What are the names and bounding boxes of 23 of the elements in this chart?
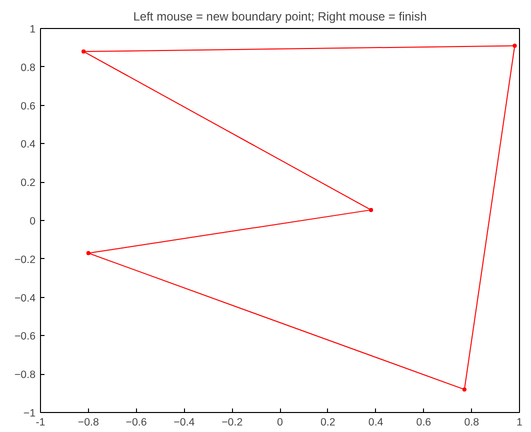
x-tick-label: 0.6	[416, 416, 432, 428]
x-tick-label: -1	[36, 416, 46, 428]
y-tick-label: 1	[30, 24, 36, 36]
y-tick-label: 0.8	[20, 62, 36, 74]
x-tick-label: −0.8	[78, 416, 99, 428]
y-tick-label: 0.4	[20, 138, 36, 151]
y-tick-label: −0.2	[14, 254, 36, 266]
chart-title: Left mouse = new boundary point; Right mouse = finish	[133, 10, 427, 24]
x-tick-label: 1	[516, 416, 523, 428]
x-tick-label: 0.4	[368, 416, 384, 428]
x-tick-label: 0	[277, 416, 284, 428]
y-tick-label: 0	[30, 216, 36, 228]
x-tick-label: 0.2	[320, 416, 336, 428]
x-tick-label: 0.8	[464, 416, 480, 428]
x-tick-label: −0.4	[174, 416, 195, 428]
x-tick-label: −0.6	[126, 416, 147, 428]
y-tick-label: 0.6	[20, 100, 36, 112]
y-tick-label: 0.2	[20, 177, 36, 190]
y-tick-label: −0.4	[14, 292, 36, 304]
y-tick-label: −1	[23, 408, 36, 420]
x-tick-label: −0.2	[222, 416, 243, 428]
y-tick-label: −0.8	[14, 369, 36, 382]
y-tick-label: −0.6	[14, 330, 36, 343]
